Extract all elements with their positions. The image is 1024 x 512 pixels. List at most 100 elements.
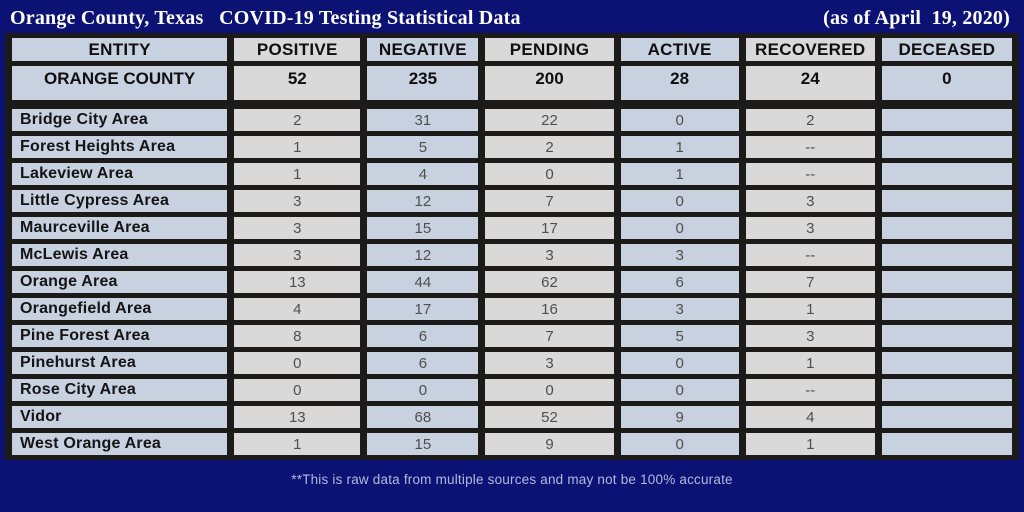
table-row: Forest Heights Area 1 5 2 1 -- [4,131,1020,163]
positive-cell: 1 [227,131,368,163]
header-row: ENTITY POSITIVE NEGATIVE PENDING ACTIVE … [4,33,1020,66]
recovered-cell: 3 [738,212,882,244]
table-row: Pinehurst Area 0 6 3 0 1 [4,347,1020,379]
recovered-cell: 7 [738,266,882,298]
recovered-cell: 3 [738,185,882,217]
pending-cell: 17 [478,212,621,244]
active-cell: 0 [613,185,746,217]
pending-cell: 7 [478,185,621,217]
title-bar: Orange County, Texas COVID-19 Testing St… [0,0,1024,33]
pending-cell: 3 [478,347,621,379]
recovered-cell: -- [738,131,882,163]
negative-cell: 15 [360,212,486,244]
deceased-cell [874,131,1020,163]
negative-cell: 6 [360,320,486,352]
pending-cell: 2 [478,131,621,163]
entity-cell: Orangefield Area [4,293,235,325]
pending-cell: 22 [478,102,621,136]
positive-cell: 2 [227,102,368,136]
entity-cell: Little Cypress Area [4,185,235,217]
positive-cell: 3 [227,212,368,244]
entity-cell: Orange Area [4,266,235,298]
pending-cell: 62 [478,266,621,298]
deceased-cell [874,293,1020,325]
disclaimer-note: **This is raw data from multiple sources… [291,472,733,487]
positive-cell: 52 [227,61,368,109]
table-row: Little Cypress Area 3 12 7 0 3 [4,185,1020,217]
entity-cell: Pine Forest Area [4,320,235,352]
negative-cell: 68 [360,401,486,433]
deceased-cell [874,185,1020,217]
negative-cell: 12 [360,239,486,271]
deceased-cell [874,347,1020,379]
covid-data-table: ENTITY POSITIVE NEGATIVE PENDING ACTIVE … [4,33,1020,460]
entity-cell: Pinehurst Area [4,347,235,379]
table-row: West Orange Area 1 15 9 0 1 [4,428,1020,460]
entity-cell: Maurceville Area [4,212,235,244]
pending-cell: 52 [478,401,621,433]
table-row: Maurceville Area 3 15 17 0 3 [4,212,1020,244]
positive-cell: 13 [227,401,368,433]
active-cell: 1 [613,158,746,190]
active-cell: 0 [613,212,746,244]
deceased-cell [874,158,1020,190]
entity-cell: West Orange Area [4,428,235,460]
table-row: Orangefield Area 4 17 16 3 1 [4,293,1020,325]
column-header-pending: PENDING [478,33,621,66]
table-row: Pine Forest Area 8 6 7 5 3 [4,320,1020,352]
negative-cell: 0 [360,374,486,406]
deceased-cell [874,401,1020,433]
active-cell: 6 [613,266,746,298]
recovered-cell: -- [738,239,882,271]
negative-cell: 17 [360,293,486,325]
pending-cell: 16 [478,293,621,325]
entity-cell: Vidor [4,401,235,433]
pending-cell: 200 [478,61,621,109]
negative-cell: 5 [360,131,486,163]
negative-cell: 31 [360,102,486,136]
summary-row: ORANGE COUNTY 52 235 200 28 24 0 [4,61,1020,109]
positive-cell: 0 [227,347,368,379]
deceased-cell [874,320,1020,352]
table-row: Vidor 13 68 52 9 4 [4,401,1020,433]
entity-cell: McLewis Area [4,239,235,271]
positive-cell: 8 [227,320,368,352]
table-row: Rose City Area 0 0 0 0 -- [4,374,1020,406]
recovered-cell: 4 [738,401,882,433]
active-cell: 0 [613,102,746,136]
entity-cell: ORANGE COUNTY [4,61,235,109]
deceased-cell [874,212,1020,244]
positive-cell: 1 [227,158,368,190]
active-cell: 1 [613,131,746,163]
recovered-cell: -- [738,374,882,406]
active-cell: 0 [613,374,746,406]
column-header-deceased: DECEASED [874,33,1020,66]
deceased-cell [874,239,1020,271]
as-of-date: (as of April 19, 2020) [823,6,1010,29]
negative-cell: 44 [360,266,486,298]
deceased-cell [874,102,1020,136]
positive-cell: 13 [227,266,368,298]
column-header-entity: ENTITY [4,33,235,66]
pending-cell: 7 [478,320,621,352]
recovered-cell: 1 [738,293,882,325]
recovered-cell: 24 [738,61,882,109]
table-row: McLewis Area 3 12 3 3 -- [4,239,1020,271]
column-header-negative: NEGATIVE [360,33,486,66]
deceased-cell [874,374,1020,406]
active-cell: 3 [613,293,746,325]
entity-cell: Rose City Area [4,374,235,406]
column-header-active: ACTIVE [613,33,746,66]
pending-cell: 9 [478,428,621,460]
entity-cell: Forest Heights Area [4,131,235,163]
recovered-cell: 1 [738,347,882,379]
deceased-cell [874,266,1020,298]
deceased-cell: 0 [874,61,1020,109]
pending-cell: 3 [478,239,621,271]
positive-cell: 0 [227,374,368,406]
table-row: Orange Area 13 44 62 6 7 [4,266,1020,298]
page-title: Orange County, Texas COVID-19 Testing St… [10,6,521,29]
negative-cell: 4 [360,158,486,190]
positive-cell: 4 [227,293,368,325]
recovered-cell: -- [738,158,882,190]
